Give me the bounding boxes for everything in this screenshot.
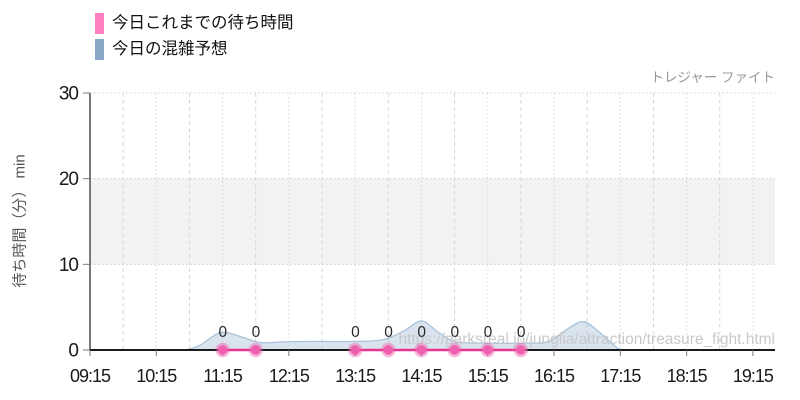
wait-point-label: 0 [484, 324, 493, 341]
y-band-10-20 [90, 178, 775, 265]
x-tick-label: 10:15 [136, 366, 177, 386]
watermark-url: https://parksreal.jp/junglia/attraction/… [399, 331, 776, 348]
x-tick-label: 13:15 [335, 366, 376, 386]
wait-point [383, 345, 394, 355]
forecast-line [90, 320, 775, 351]
wait-point [483, 345, 493, 355]
x-tick-label: 17:15 [600, 366, 641, 386]
wait-point-label: 0 [517, 324, 526, 341]
wait-point [350, 345, 360, 355]
x-tick-label: 18:15 [667, 366, 708, 386]
legend-item-forecast: 今日の混雑予想 [95, 38, 294, 60]
wait-point-label: 0 [351, 324, 360, 341]
wait-point [516, 345, 526, 355]
x-tick-label: 12:15 [269, 366, 310, 386]
x-tick-label: 19:15 [733, 366, 774, 386]
y-tick-label: 0 [68, 341, 78, 362]
wait-point-label: 0 [219, 324, 228, 341]
x-tick-label: 11:15 [203, 366, 243, 386]
chart-legend: 今日これまでの待ち時間 今日の混雑予想 [95, 12, 294, 64]
legend-item-actual: 今日これまでの待ち時間 [95, 12, 294, 34]
y-tick-label: 20 [59, 169, 79, 190]
legend-label-actual: 今日これまでの待ち時間 [112, 14, 294, 32]
x-tick-label: 09:15 [70, 366, 111, 386]
legend-label-forecast: 今日の混雑予想 [112, 40, 228, 58]
y-tick-label: 10 [59, 255, 79, 276]
wait-point-label: 0 [384, 324, 393, 341]
attraction-name-label: トレジャー ファイト [650, 70, 775, 85]
legend-swatch-pink [95, 12, 104, 34]
x-tick-label: 16:15 [534, 366, 575, 386]
wait-point [416, 345, 427, 355]
wait-point [217, 345, 228, 355]
y-tick-label: 30 [59, 84, 79, 105]
wait-point-label: 0 [417, 324, 426, 341]
wait-point-label: 0 [252, 324, 261, 341]
x-tick-label: 15:15 [468, 366, 509, 386]
legend-swatch-blue [95, 38, 104, 60]
wait-point [251, 345, 261, 355]
wait-point [449, 345, 460, 355]
x-tick-label: 14:15 [401, 366, 442, 386]
wait-point-label: 0 [451, 324, 460, 341]
